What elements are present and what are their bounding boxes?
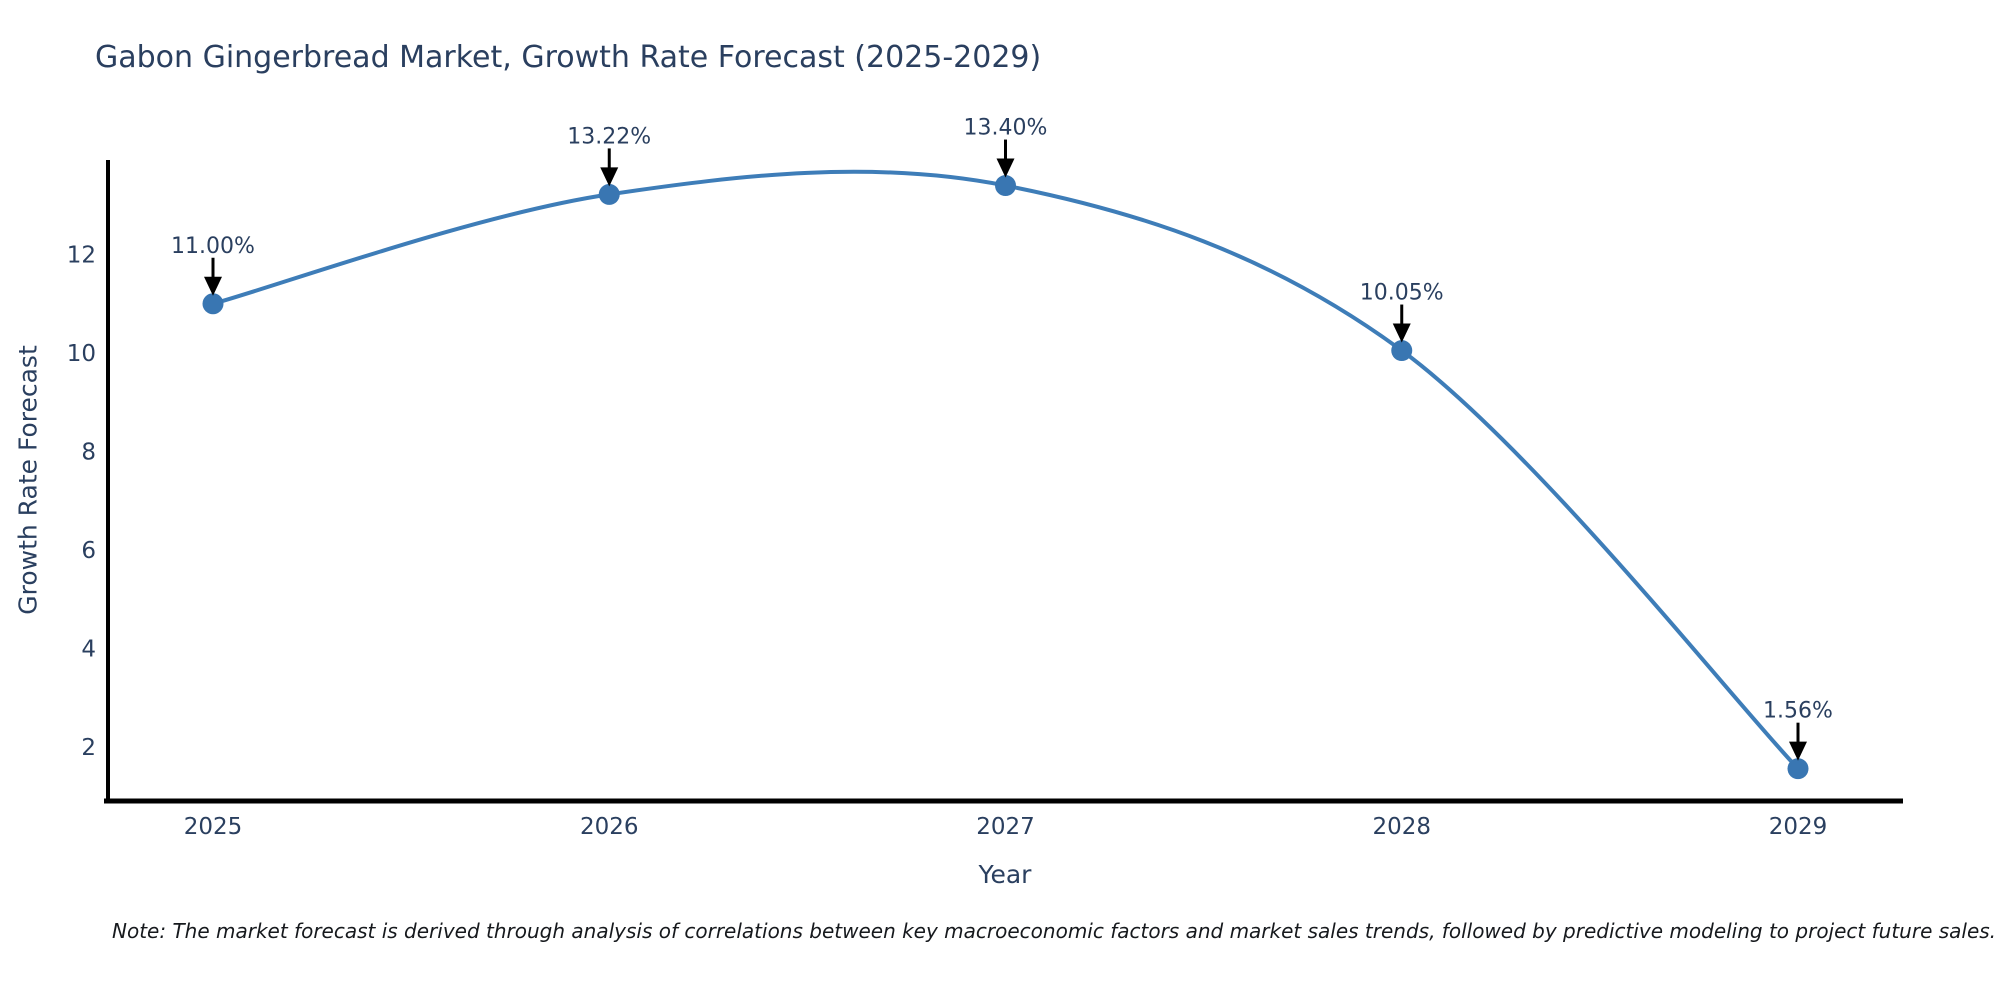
- y-tick-label: 10: [67, 341, 96, 367]
- annotation-arrow-head: [1789, 741, 1807, 761]
- y-tick-label: 8: [81, 440, 96, 466]
- chart-title: Gabon Gingerbread Market, Growth Rate Fo…: [95, 40, 1042, 75]
- x-tick-label: 2026: [580, 814, 639, 840]
- data-point: [995, 175, 1016, 197]
- y-tick-label: 2: [81, 735, 96, 761]
- annotation-arrow-head: [600, 167, 619, 187]
- footnote: Note: The market forecast is derived thr…: [112, 919, 1997, 943]
- point-value-label: 13.22%: [567, 124, 651, 149]
- forecast-line: [211, 169, 1800, 771]
- annotation-arrow-head: [996, 158, 1015, 178]
- x-tick-label: 2025: [184, 814, 243, 840]
- x-tick-label: 2027: [976, 814, 1035, 840]
- x-tick-label: 2029: [1769, 814, 1828, 840]
- x-tick-label: 2028: [1372, 814, 1431, 840]
- point-value-label: 10.05%: [1360, 281, 1444, 306]
- annotation-arrow-head: [1392, 323, 1411, 343]
- data-point: [202, 293, 224, 315]
- point-value-label: 11.00%: [171, 234, 255, 259]
- annotation-arrow-head: [204, 276, 222, 296]
- point-value-label: 1.56%: [1763, 699, 1833, 724]
- point-value-label: 13.40%: [964, 116, 1048, 141]
- data-point: [1391, 340, 1413, 362]
- x-axis-title: Year: [978, 860, 1032, 889]
- y-tick-label: 6: [81, 538, 96, 564]
- data-point: [598, 183, 620, 205]
- data-point: [1787, 758, 1809, 780]
- y-tick-label: 12: [67, 243, 96, 269]
- y-tick-label: 4: [81, 637, 96, 663]
